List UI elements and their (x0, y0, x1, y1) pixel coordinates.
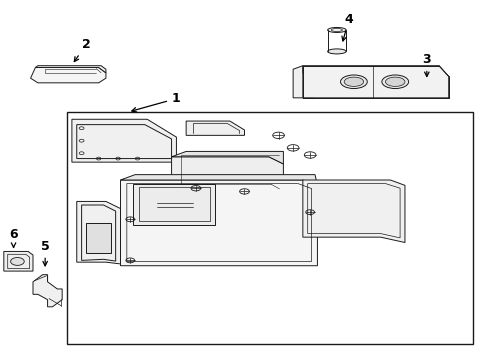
Polygon shape (292, 66, 312, 98)
Ellipse shape (385, 77, 404, 86)
Polygon shape (120, 180, 317, 266)
Ellipse shape (340, 75, 366, 89)
Polygon shape (302, 66, 448, 98)
Polygon shape (171, 152, 283, 164)
Polygon shape (120, 175, 317, 185)
Ellipse shape (327, 49, 346, 54)
Polygon shape (186, 121, 244, 135)
Ellipse shape (11, 257, 24, 265)
Polygon shape (33, 275, 62, 307)
Bar (67, 112, 472, 344)
Text: 3: 3 (422, 53, 430, 77)
Text: 1: 1 (132, 92, 181, 112)
Polygon shape (302, 180, 404, 243)
Ellipse shape (344, 77, 363, 86)
Ellipse shape (327, 27, 346, 32)
Text: 4: 4 (341, 13, 353, 41)
Polygon shape (35, 66, 106, 73)
Polygon shape (86, 223, 111, 253)
Text: 2: 2 (74, 38, 91, 62)
Polygon shape (4, 251, 33, 271)
Polygon shape (132, 184, 215, 225)
Text: 6: 6 (9, 228, 18, 247)
Polygon shape (77, 202, 120, 264)
Ellipse shape (381, 75, 408, 89)
Text: 5: 5 (41, 240, 49, 266)
Polygon shape (72, 119, 176, 162)
Polygon shape (30, 67, 106, 83)
Polygon shape (171, 157, 283, 196)
